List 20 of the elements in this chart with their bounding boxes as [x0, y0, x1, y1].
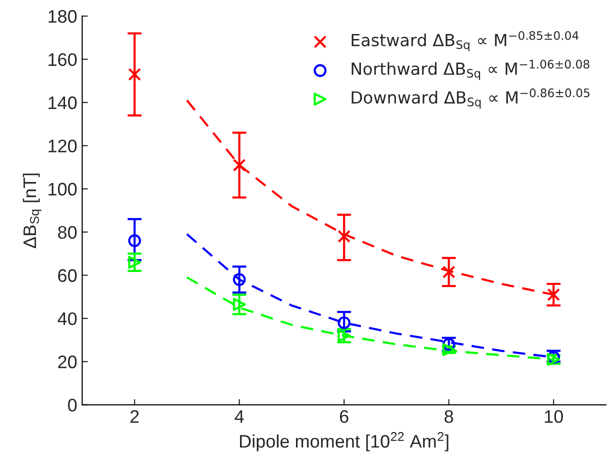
- y-tick-label: 180: [48, 10, 77, 23]
- x-tick-label: 8: [444, 410, 454, 423]
- y-tick-label: 40: [58, 312, 77, 326]
- x-tick-label: 4: [234, 410, 244, 423]
- y-tick-label: 80: [58, 226, 77, 239]
- y-tick-label: 20: [58, 356, 77, 368]
- y-axis-title: ΔB$_{Sq}$ [nT]: [22, 174, 42, 248]
- x-tick-label: 6: [340, 410, 348, 423]
- x-tick-label: 2: [130, 410, 139, 423]
- y-tick-label: 100: [48, 182, 77, 196]
- y-tick-label: 120: [48, 140, 77, 152]
- legend-label: Northward ΔB$_{Sq}$ ∝ M$^{−1.06±0.08}$: [352, 60, 590, 80]
- y-tick-label: 60: [58, 269, 77, 282]
- y-tick-label: 0: [68, 398, 77, 412]
- legend-label: Eastward ΔB$_{Sq}$ ∝ M$^{−0.85±0.04}$: [352, 31, 579, 52]
- x-axis-title: Dipole moment [10$^{22}$ Am$^{2}$]: [240, 432, 448, 452]
- legend-label: Downward ΔB$_{Sq}$ ∝ M$^{−0.86±0.05}$: [352, 88, 590, 109]
- x-tick-label: 10: [544, 410, 563, 423]
- y-tick-label: 160: [48, 53, 77, 66]
- y-tick-label: 140: [48, 96, 77, 110]
